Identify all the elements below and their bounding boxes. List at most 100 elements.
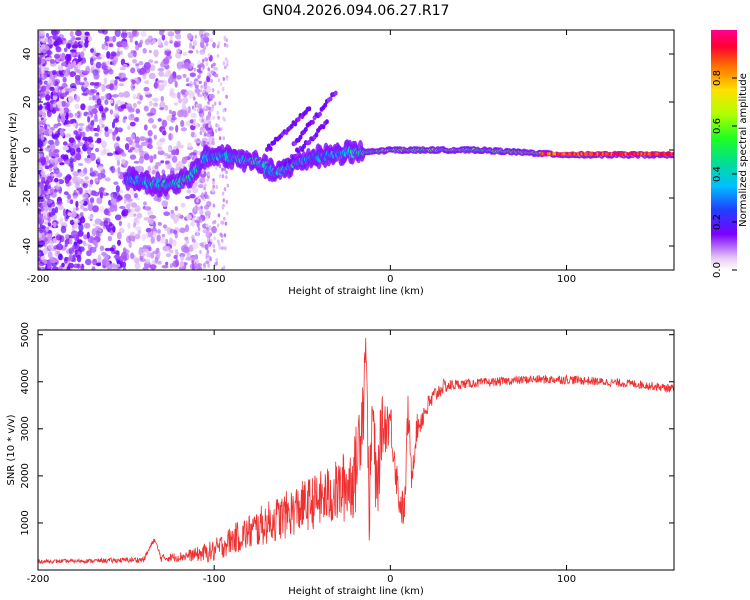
spectrogram-noise-cell	[200, 177, 204, 182]
spectrogram-noise-cell	[96, 230, 102, 238]
spectrogram-noise-cell	[171, 110, 177, 117]
spectrogram-noise-cell	[45, 165, 50, 170]
spectrogram-peak-cell	[552, 152, 556, 156]
spectrogram-plot-area	[38, 30, 674, 270]
spectrogram-noise-cell	[133, 160, 140, 164]
spectrogram-noise-cell	[148, 59, 154, 63]
spectrogram-noise-cell	[74, 249, 78, 255]
spectrogram-peak-cell	[550, 152, 554, 156]
spectrogram-noise-cell	[119, 50, 123, 55]
spectrogram-noise-cell	[197, 60, 202, 66]
spectrogram-noise-cell	[111, 267, 118, 270]
spectrogram-noise-cell	[97, 165, 104, 171]
spectrogram-noise-cell	[76, 69, 81, 74]
spectrogram-noise-cell	[69, 119, 74, 125]
spectrogram-noise-cell	[162, 224, 168, 229]
spectrogram-noise-cell	[225, 170, 228, 175]
spectrogram-noise-cell	[130, 252, 135, 260]
spectrogram-noise-cell	[130, 67, 136, 74]
spectrogram-noise-cell	[158, 146, 163, 152]
spectrogram-noise-cell	[147, 138, 152, 143]
spectrogram-noise-cell	[40, 37, 47, 44]
spectrogram-noise-cell	[52, 154, 59, 158]
spectrogram-noise-cell	[206, 177, 209, 182]
spectrogram-noise-cell	[213, 66, 216, 71]
spectrogram-noise-cell	[148, 72, 156, 80]
spectrogram-noise-cell	[192, 256, 195, 261]
spectrogram-noise-cell	[168, 109, 172, 115]
spectrogram-noise-cell	[38, 115, 41, 123]
spectrogram-noise-cell	[144, 38, 151, 46]
spectrogram-x-tick-label: 0	[387, 274, 393, 285]
spectrogram-noise-cell	[88, 96, 93, 101]
spectrogram-noise-cell	[129, 154, 137, 160]
spectrogram-noise-cell	[203, 93, 207, 98]
spectrogram-x-tick-label: -100	[203, 274, 226, 285]
spectrogram-noise-cell	[74, 94, 81, 103]
spectrogram-noise-cell	[201, 170, 204, 175]
spectrogram-noise-cell	[101, 113, 106, 121]
spectrogram-noise-cell	[69, 71, 77, 77]
spectrogram-noise-cell	[104, 177, 111, 182]
spectrogram-noise-cell	[116, 136, 121, 142]
spectrogram-peak-cell	[647, 152, 651, 156]
spectrogram-noise-cell	[127, 201, 132, 206]
spectrogram-peak-cell	[617, 152, 621, 156]
spectrogram-noise-cell	[176, 140, 182, 149]
spectrogram-noise-cell	[200, 84, 203, 89]
spectrogram-noise-cell	[148, 100, 153, 107]
spectrogram-noise-cell	[128, 241, 132, 249]
spectrogram-noise-cell	[54, 157, 59, 162]
spectrogram-peak-cell	[672, 152, 674, 156]
spectrogram-noise-cell	[223, 233, 227, 238]
spectrogram-noise-cell	[38, 151, 41, 160]
spectrogram-noise-cell	[41, 85, 47, 92]
spectrogram-noise-cell	[69, 49, 77, 53]
spectrogram-noise-cell	[199, 131, 203, 135]
spectrogram-noise-cell	[93, 127, 99, 132]
spectrogram-noise-cell	[59, 128, 64, 136]
spectrogram-noise-cell	[206, 249, 210, 254]
spectrogram-noise-cell	[134, 205, 141, 213]
spectrogram-noise-cell	[196, 108, 200, 113]
spectrogram-noise-cell	[199, 209, 204, 215]
spectrogram-noise-cell	[91, 228, 97, 237]
spectrogram-streak-cell	[307, 106, 312, 112]
spectrogram-noise-cell	[207, 67, 210, 72]
spectrogram-noise-cell	[180, 144, 184, 149]
spectrogram-noise-cell	[115, 185, 120, 193]
spectrogram-noise-cell	[224, 246, 227, 251]
spectrogram-peak-cell	[607, 152, 611, 156]
spectrogram-noise-cell	[78, 82, 85, 86]
spectrogram-noise-cell	[72, 176, 78, 184]
spectrogram-noise-cell	[222, 198, 226, 203]
spectrogram-noise-cell	[87, 105, 93, 112]
spectrogram-noise-cell	[182, 73, 187, 78]
spectrogram-noise-cell	[207, 263, 210, 268]
spectrogram-noise-cell	[107, 235, 112, 242]
spectrogram-noise-cell	[139, 94, 143, 101]
spectrogram-noise-cell	[87, 216, 93, 220]
spectrogram-noise-cell	[93, 118, 99, 123]
spectrogram-noise-cell	[208, 106, 211, 111]
spectrogram-noise-cell	[100, 174, 107, 179]
spectrogram-peak-cell	[612, 152, 616, 156]
spectrogram-noise-cell	[39, 53, 45, 59]
spectrogram-noise-cell	[183, 246, 190, 253]
spectrogram-noise-cell	[49, 144, 56, 151]
spectrogram-noise-cell	[113, 118, 119, 123]
snr-y-tick-label: 2000	[20, 463, 31, 488]
spectrogram-noise-cell	[174, 206, 178, 211]
spectrogram-noise-cell	[182, 110, 189, 118]
spectrogram-noise-cell	[101, 84, 106, 92]
spectrogram-noise-cell	[194, 34, 198, 39]
spectrogram-noise-cell	[117, 166, 121, 174]
spectrogram-peak-cell	[541, 152, 545, 156]
spectrogram-noise-cell	[186, 214, 192, 221]
spectrogram-peak-cell	[645, 152, 649, 156]
spectrogram-noise-cell	[52, 173, 57, 177]
spectrogram-noise-cell	[83, 77, 88, 81]
spectrogram-noise-cell	[114, 214, 122, 221]
spectrogram-peak-cell	[568, 152, 572, 156]
